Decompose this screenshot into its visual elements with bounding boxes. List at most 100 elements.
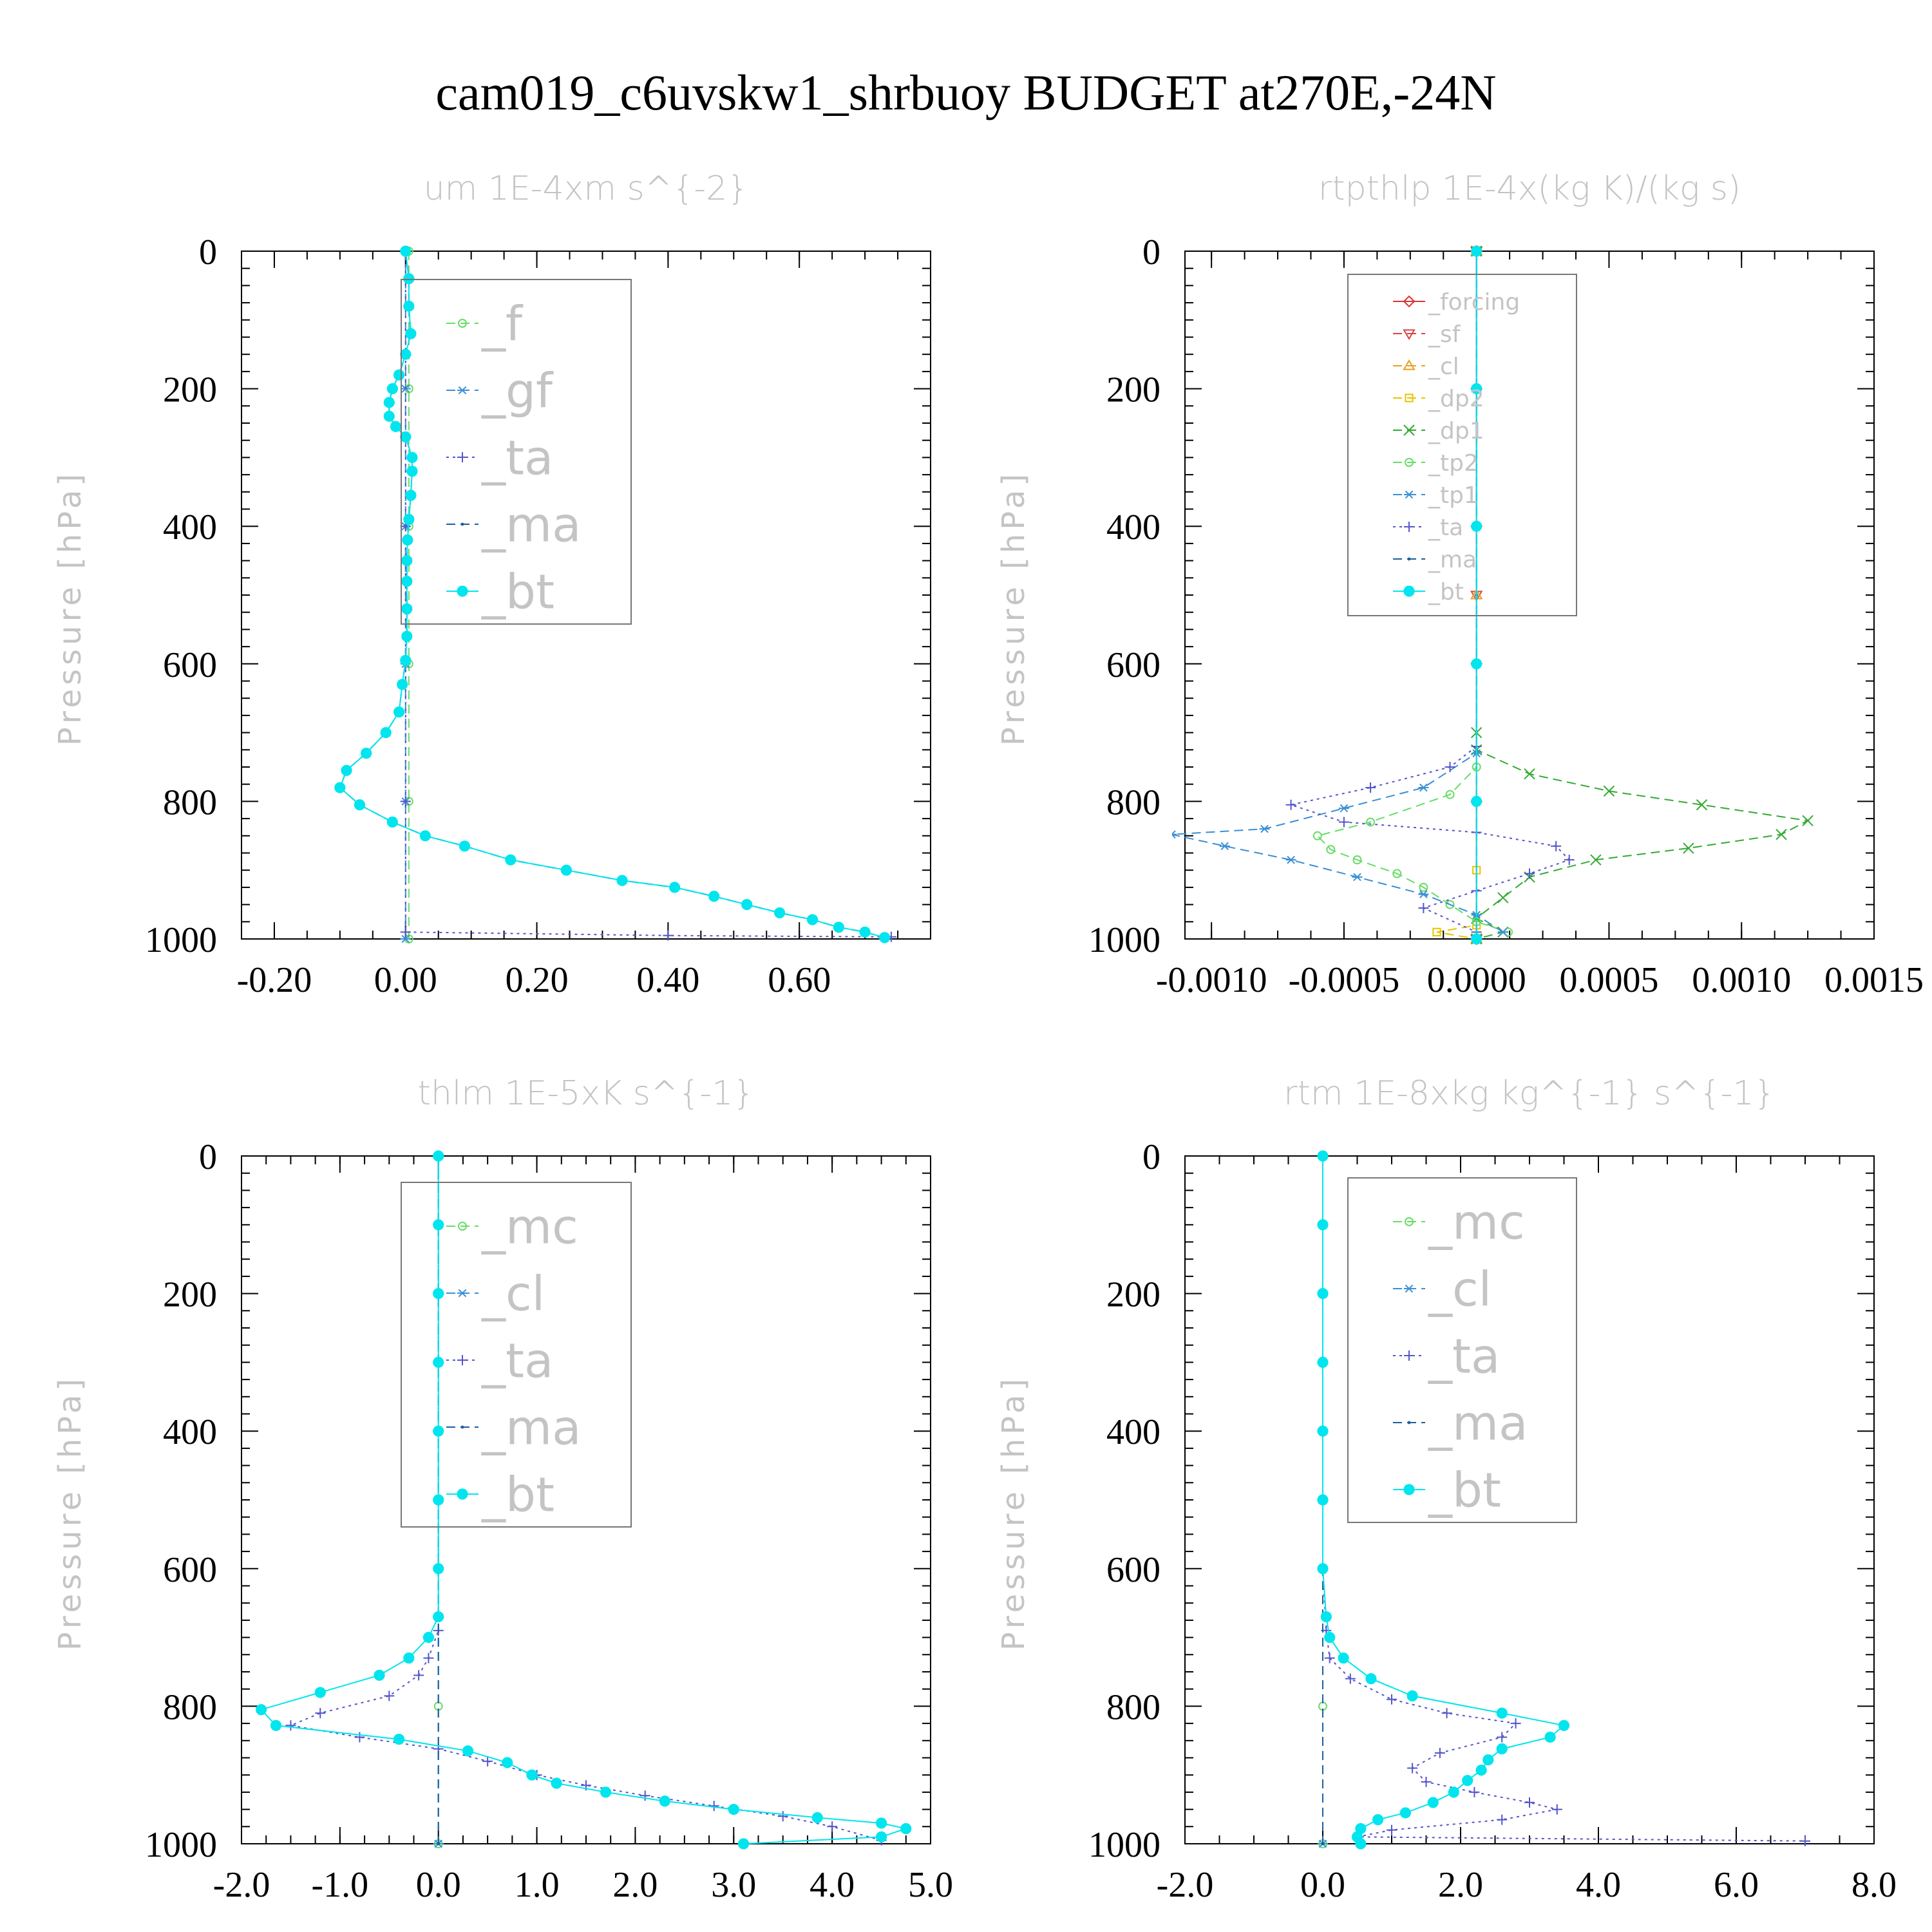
- rtpthlp-series-bt-point: [1471, 933, 1482, 945]
- rtm-series-ta-point: [1345, 1673, 1356, 1684]
- rtm-series-ta-point: [1497, 1814, 1508, 1825]
- thlm-series-ta-point: [384, 1690, 395, 1701]
- thlm-series-bt-point: [875, 1817, 887, 1829]
- panels-container: um 1E-4xm s^{-2} Pressure [hPa] 0 200 400 600…: [52, 169, 1924, 1905]
- panel-thlm: thlm 1E-5xK s^{-1} Pressure [hPa] 0 200 400 6…: [52, 1074, 953, 1905]
- thlm-series-ta-point: [354, 1732, 365, 1743]
- rtm-x-tick-label: -2.0: [1157, 1865, 1214, 1905]
- thlm-plot-frame: [241, 1155, 931, 1844]
- um-series-bt-point: [386, 383, 398, 395]
- rtpthlp-series-ta-point: [1551, 840, 1562, 851]
- um-series-bt-point: [403, 513, 415, 526]
- um-series-bt-point: [393, 706, 405, 718]
- thlm-series-ta-line: [288, 1156, 882, 1841]
- thlm-series-ta-point: [285, 1720, 296, 1731]
- thlm-legend-marker-ta: [457, 1355, 468, 1365]
- thlm-series-bt-line: [260, 1156, 909, 1844]
- rtpthlp-legend-marker-tp1: [1404, 490, 1414, 499]
- rtpthlp-series-ta-point: [1365, 782, 1376, 793]
- um-series-bt-point: [419, 830, 431, 842]
- rtm-series-bt-point: [1317, 1288, 1329, 1300]
- rtm-series-bt-point: [1399, 1807, 1411, 1819]
- rtpthlp-series-dp1-line: [1475, 251, 1810, 940]
- rtm-series-ta-point: [1387, 1824, 1397, 1835]
- rtpthlp-series-tp1-line: [1172, 251, 1504, 933]
- um-legend-frame: [401, 279, 632, 625]
- um-series-group: [334, 245, 896, 943]
- rtm-series-ta-point: [1551, 1804, 1562, 1815]
- um-series-bt-point: [401, 630, 413, 642]
- thlm-series-bt-point: [433, 1563, 444, 1575]
- rtm-series-bt-point: [1324, 1632, 1336, 1643]
- rtm-series-bt-point: [1448, 1786, 1459, 1798]
- rtpthlp-series-ta-point: [1285, 799, 1296, 810]
- thlm-y-tick-label: 400: [163, 1412, 217, 1452]
- rtm-series-ta-point: [1421, 1776, 1432, 1787]
- rtpthlp-legend-marker-ma: [1407, 557, 1411, 561]
- thlm-series-bt-point: [433, 1356, 444, 1368]
- um-legend-label-gf: _gf: [481, 364, 554, 419]
- rtpthlp-series-tp2-point: [1352, 855, 1362, 865]
- um-x-tick-label: 0.60: [768, 960, 831, 1000]
- rtpthlp-series-dp2-point: [1432, 927, 1441, 936]
- um-series-bt-point: [401, 603, 413, 614]
- thlm-series-bt-point: [433, 1494, 444, 1506]
- um-series-bt-point: [397, 679, 408, 690]
- rtpthlp-series-bt-point: [1471, 795, 1482, 808]
- rtm-series-bt-point: [1406, 1690, 1418, 1701]
- rtpthlp-series-tp2-point: [1312, 831, 1322, 840]
- um-series-bt-point: [383, 397, 395, 408]
- rtm-x-tick-label: 4.0: [1576, 1865, 1621, 1905]
- rtm-series-ta-point: [1324, 1653, 1335, 1663]
- rtpthlp-legend-marker-dp2: [1405, 393, 1414, 402]
- rtm-series-bt-point: [1317, 1425, 1329, 1437]
- rtpthlp-series-dp1-point: [1590, 854, 1602, 866]
- thlm-y-axis-label: Pressure [hPa]: [52, 1375, 88, 1651]
- thlm-series-bt-point: [728, 1804, 739, 1815]
- um-series-bt-point: [668, 882, 681, 893]
- rtpthlp-legend-marker-forcing: [1403, 295, 1416, 308]
- rtpthlp-series-dp1-point: [1683, 842, 1694, 854]
- rtm-legend-label-bt: _bt: [1428, 1463, 1501, 1519]
- rtpthlp-legend: _forcing _sf _cl _dp2 _dp1 _tp2 _tp1 _ta _ma _bt: [1347, 274, 1577, 616]
- thlm-legend-marker-ma: [460, 1425, 464, 1429]
- um-series-bt-point: [405, 489, 417, 501]
- um-legend-marker-ta: [457, 452, 468, 462]
- thlm-legend-label-ta: _ta: [481, 1334, 553, 1389]
- thlm-x-tick-label: 5.0: [908, 1865, 953, 1905]
- rtm-series-ta-point: [1407, 1763, 1418, 1774]
- thlm-x-tick-label: 2.0: [612, 1865, 658, 1905]
- rtm-series-ta-point: [1497, 1732, 1508, 1743]
- panel-rtpthlp: rtpthlp 1E-4x(kg K)/(kg s) Pressure [hPa]…: [996, 169, 1924, 1000]
- rtm-series-ta-point: [1387, 1694, 1397, 1705]
- thlm-legend-marker-mc: [458, 1222, 467, 1231]
- rtpthlp-legend-marker-ta: [1404, 522, 1414, 532]
- rtm-y-tick-label: 200: [1106, 1275, 1160, 1315]
- um-series-ta-point: [663, 930, 674, 941]
- rtpthlp-series-dp1-point: [1524, 768, 1535, 780]
- rtpthlp-legend-marker-dp1: [1403, 424, 1415, 436]
- rtpthlp-legend-label-sf: _sf: [1428, 321, 1461, 348]
- rtpthlp-series-ta-point: [1564, 855, 1575, 866]
- um-y-tick-label: 800: [163, 782, 217, 822]
- um-series-bt-point: [386, 816, 398, 828]
- thlm-series-bt-point: [659, 1795, 670, 1807]
- rtpthlp-series-bt-point: [1471, 658, 1482, 670]
- rtpthlp-series-tp2-point: [1366, 817, 1376, 827]
- panel-um: um 1E-4xm s^{-2} Pressure [hPa] 0 200 400 600…: [52, 169, 931, 1000]
- um-series-bt-point: [406, 466, 418, 477]
- thlm-series-bt-point: [900, 1823, 912, 1835]
- rtpthlp-series-dp1-point: [1776, 828, 1787, 840]
- thlm-series-ta-point: [777, 1811, 788, 1822]
- um-series-ta-line: [404, 251, 891, 938]
- rtpthlp-series-tp2-point: [1326, 845, 1336, 855]
- panel-rtm: rtm 1E-8xkg kg^{-1} s^{-1} Pressure [hPa]…: [996, 1074, 1897, 1905]
- rtpthlp-legend-label-tp1: _tp1: [1428, 482, 1479, 509]
- thlm-series-ta-point: [639, 1790, 650, 1801]
- rtm-series-bt-point: [1317, 1356, 1329, 1368]
- rtpthlp-series-bt-point: [1471, 383, 1482, 395]
- um-series-bt-point: [879, 932, 891, 943]
- rtm-series-bt-point: [1496, 1707, 1508, 1719]
- rtm-series-ta-point: [1510, 1718, 1521, 1729]
